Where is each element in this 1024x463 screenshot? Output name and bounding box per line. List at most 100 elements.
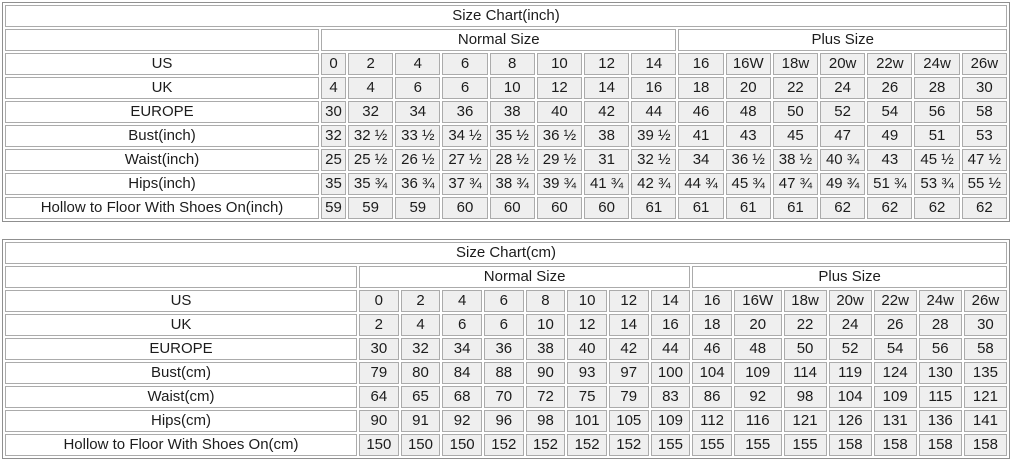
size-value-cell: 2 (400, 290, 441, 312)
size-value-cell: 26 (867, 77, 913, 99)
size-value-cell: 101 (567, 410, 607, 432)
size-value-cell: 32 ½ (348, 125, 394, 147)
size-value-cell: 0 (321, 53, 347, 75)
size-value-cell: 121 (783, 410, 827, 432)
size-value-cell: 97 (608, 362, 649, 384)
size-value-cell: 6 (442, 314, 482, 336)
size-value-cell: 152 (525, 434, 566, 456)
size-value-cell: 62 (867, 197, 913, 219)
size-value-cell: 115 (918, 386, 962, 408)
size-value-cell: 90 (359, 410, 399, 432)
size-value-cell: 158 (873, 434, 917, 456)
size-value-cell: 131 (873, 410, 917, 432)
size-value-cell: 152 (567, 434, 607, 456)
size-value-cell: 24w (918, 290, 962, 312)
group-header-plus-size: Plus Size (692, 266, 1007, 288)
size-value-cell: 36 ½ (725, 149, 771, 171)
group-header-spacer (5, 266, 357, 288)
size-value-cell: 49 ¾ (820, 173, 866, 195)
size-value-cell: 56 (918, 338, 962, 360)
size-value-cell: 45 (772, 125, 819, 147)
row-label: Hips(inch) (5, 173, 319, 195)
size-value-cell: 93 (567, 362, 607, 384)
size-value-cell: 121 (963, 386, 1007, 408)
size-value-cell: 60 (584, 197, 630, 219)
size-value-cell: 52 (828, 338, 872, 360)
size-value-cell: 43 (867, 149, 913, 171)
size-value-cell: 41 (678, 125, 724, 147)
size-value-cell: 80 (400, 362, 441, 384)
size-value-cell: 12 (584, 53, 630, 75)
size-value-cell: 32 (400, 338, 441, 360)
size-value-cell: 150 (442, 434, 482, 456)
size-value-cell: 18w (772, 53, 819, 75)
size-value-cell: 8 (525, 290, 566, 312)
size-value-cell: 30 (359, 338, 399, 360)
size-value-cell: 119 (828, 362, 872, 384)
group-header-spacer (5, 29, 319, 51)
size-value-cell: 40 ¾ (820, 149, 866, 171)
measurement-row: US 0 2 4 6 8 10 12 14 16 16W 18w 20w 22w 24w 26w (5, 290, 1007, 312)
size-value-cell: 22w (867, 53, 913, 75)
size-value-cell: 44 ¾ (678, 173, 724, 195)
size-value-cell: 79 (359, 362, 399, 384)
size-value-cell: 53 (961, 125, 1007, 147)
row-label: Bust(inch) (5, 125, 319, 147)
size-value-cell: 141 (963, 410, 1007, 432)
size-value-cell: 96 (483, 410, 524, 432)
size-value-cell: 83 (650, 386, 691, 408)
row-label: Hollow to Floor With Shoes On(cm) (5, 434, 357, 456)
size-value-cell: 34 (678, 149, 724, 171)
table-title: Size Chart(inch) (5, 5, 1007, 27)
size-value-cell: 58 (963, 338, 1007, 360)
size-value-cell: 24w (914, 53, 960, 75)
size-value-cell: 135 (963, 362, 1007, 384)
size-value-cell: 70 (483, 386, 524, 408)
size-value-cell: 24 (820, 77, 866, 99)
measurement-row: Bust(inch) 32 32 ½ 33 ½ 34 ½ 35 ½ 36 ½ 38 39 ½ 41… (5, 125, 1007, 147)
size-value-cell: 36 ¾ (395, 173, 441, 195)
size-value-cell: 92 (442, 410, 482, 432)
size-value-cell: 31 (584, 149, 630, 171)
size-value-cell: 150 (400, 434, 441, 456)
measurement-row: Hips(cm) 90 91 92 96 98 101 105 109 112 116 121 126 1… (5, 410, 1007, 432)
size-value-cell: 54 (873, 338, 917, 360)
size-value-cell: 36 (442, 101, 488, 123)
size-value-cell: 22 (772, 77, 819, 99)
size-value-cell: 10 (536, 53, 583, 75)
size-value-cell: 29 ½ (536, 149, 583, 171)
size-value-cell: 92 (733, 386, 782, 408)
size-value-cell: 47 ½ (961, 149, 1007, 171)
size-value-cell: 61 (631, 197, 677, 219)
size-value-cell: 61 (772, 197, 819, 219)
size-value-cell: 55 ½ (961, 173, 1007, 195)
measurement-row: Waist(cm) 64 65 68 70 72 75 79 83 86 92 98 104 109 115… (5, 386, 1007, 408)
size-value-cell: 116 (733, 410, 782, 432)
row-label: UK (5, 77, 319, 99)
size-value-cell: 26 (873, 314, 917, 336)
size-value-cell: 38 (584, 125, 630, 147)
size-chart-inch-table: Size Chart(inch) Normal Size Plus Size U… (2, 2, 1010, 222)
size-value-cell: 136 (918, 410, 962, 432)
size-value-cell: 90 (525, 362, 566, 384)
measurement-row: EUROPE 30 32 34 36 38 40 42 44 46 48 50 52 54 56 58 (5, 338, 1007, 360)
size-value-cell: 43 (725, 125, 771, 147)
measurement-row: Hollow to Floor With Shoes On(inch) 59 59 5… (5, 197, 1007, 219)
size-value-cell: 30 (961, 77, 1007, 99)
size-value-cell: 54 (867, 101, 913, 123)
size-value-cell: 27 ½ (442, 149, 488, 171)
size-value-cell: 49 (867, 125, 913, 147)
size-value-cell: 60 (536, 197, 583, 219)
size-value-cell: 14 (650, 290, 691, 312)
size-value-cell: 114 (783, 362, 827, 384)
size-value-cell: 10 (489, 77, 535, 99)
size-value-cell: 22w (873, 290, 917, 312)
size-value-cell: 84 (442, 362, 482, 384)
size-value-cell: 44 (650, 338, 691, 360)
size-value-cell: 35 (321, 173, 347, 195)
table-title-row: Size Chart(cm) (5, 242, 1007, 264)
measurement-row: Hips(inch) 35 35 ¾ 36 ¾ 37 ¾ 38 ¾ 39 ¾ 41 ¾ 42 ¾… (5, 173, 1007, 195)
size-value-cell: 26w (961, 53, 1007, 75)
